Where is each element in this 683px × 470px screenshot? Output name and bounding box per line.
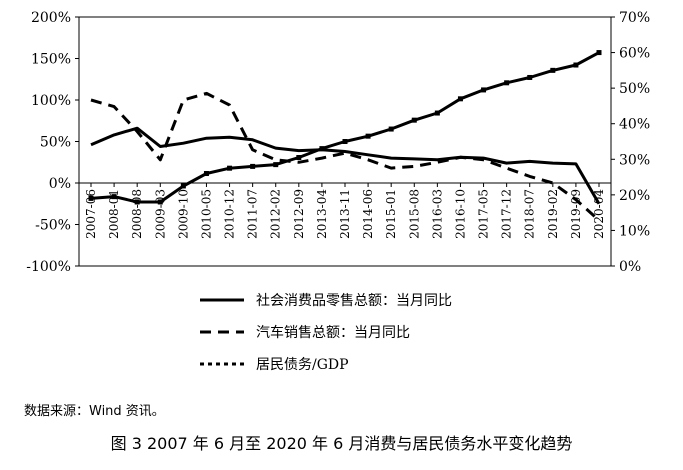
legend-label-3: 居民债务/GDP bbox=[256, 357, 349, 373]
series-3-point bbox=[250, 163, 256, 169]
x-tick-label: 2008-01 bbox=[107, 189, 121, 239]
axes: -100% -50% 0% 50% 100% 150% 200% 0% 10% 20% 30% 40%… bbox=[26, 10, 650, 275]
x-tick-label: 2019-02 bbox=[546, 189, 560, 239]
legend-swatch-marker bbox=[236, 362, 240, 366]
legend-label-2: 汽车销售总额：当月同比 bbox=[256, 324, 410, 341]
y-left-tick-label: 150% bbox=[31, 52, 71, 68]
series-3-point bbox=[273, 162, 279, 168]
x-tick-label: 2014-06 bbox=[361, 189, 375, 239]
y-left-tick-label: -100% bbox=[26, 259, 71, 275]
x-tick-label: 2018-07 bbox=[523, 189, 537, 239]
x-tick-label: 2020-04 bbox=[592, 189, 606, 239]
y-right-tick-label: 0% bbox=[619, 259, 641, 275]
series-3-point bbox=[388, 126, 394, 132]
series-3-point bbox=[88, 195, 94, 201]
legend-swatch-marker bbox=[212, 362, 216, 366]
series-3-point bbox=[319, 146, 325, 152]
x-tick-label: 2009-10 bbox=[176, 189, 190, 239]
x-tick-label: 2019-09 bbox=[569, 189, 583, 239]
series-3-point bbox=[457, 96, 463, 102]
x-tick-label: 2015-01 bbox=[384, 189, 398, 239]
series-3-point bbox=[434, 110, 440, 116]
x-tick-label: 2016-10 bbox=[453, 189, 467, 239]
series-3-point bbox=[411, 117, 417, 123]
x-tick-label: 2013-04 bbox=[315, 189, 329, 239]
series-3-point bbox=[203, 171, 209, 177]
x-tick-label: 2008-08 bbox=[130, 189, 144, 239]
series-3-point bbox=[365, 133, 371, 139]
y-left-tick-label: 100% bbox=[31, 93, 71, 109]
x-tick-label: 2017-05 bbox=[477, 189, 491, 239]
legend-swatch-marker bbox=[220, 362, 224, 366]
series-line-3 bbox=[90, 51, 600, 204]
y-right-tick-label: 70% bbox=[619, 10, 650, 26]
y-left-tick-label: 50% bbox=[40, 135, 71, 151]
x-tick-label: 2017-12 bbox=[500, 189, 514, 239]
legend-label-1: 社会消费品零售总额：当月同比 bbox=[256, 293, 452, 309]
figure-caption: 图 3 2007 年 6 月至 2020 年 6 月消费与居民债务水平变化趋势 bbox=[110, 434, 573, 453]
series-3-point bbox=[550, 67, 556, 73]
x-tick-label: 2007-06 bbox=[84, 189, 98, 239]
x-tick-label: 2010-05 bbox=[199, 189, 213, 239]
x-tick-label: 2012-09 bbox=[292, 189, 306, 239]
y-left-tick-label: 0% bbox=[49, 176, 71, 192]
legend-swatch-marker bbox=[228, 362, 232, 366]
series-3-point bbox=[180, 183, 186, 189]
series-line-2 bbox=[90, 91, 601, 222]
series-3-point bbox=[596, 50, 602, 56]
x-tick-label: 2015-08 bbox=[407, 189, 421, 239]
x-tick-label: 2010-12 bbox=[223, 189, 237, 239]
y-right-tick-label: 50% bbox=[619, 81, 650, 97]
series-3-point bbox=[504, 80, 510, 86]
source-note: 数据来源：Wind 资讯。 bbox=[24, 404, 165, 419]
x-tick-label: 2012-02 bbox=[269, 189, 283, 239]
y-right-tick-label: 30% bbox=[619, 152, 650, 168]
x-tick-label: 2013-11 bbox=[338, 189, 352, 239]
y-right-tick-label: 20% bbox=[619, 188, 650, 204]
y-left-tick-label: -50% bbox=[35, 218, 71, 234]
series-3-point bbox=[527, 74, 533, 80]
series-3-point bbox=[111, 194, 117, 200]
series-3-point bbox=[481, 87, 487, 93]
y-left-tick-label: 200% bbox=[31, 10, 71, 26]
series-line-1 bbox=[90, 126, 601, 205]
series-3-point bbox=[134, 199, 140, 205]
y-right-tick-label: 60% bbox=[619, 46, 650, 62]
series-3-point bbox=[227, 165, 233, 171]
y-right-tick-label: 40% bbox=[619, 117, 650, 133]
series-layer bbox=[88, 50, 602, 222]
x-tick-label: 2016-03 bbox=[430, 189, 444, 239]
series-3-point bbox=[157, 199, 163, 205]
y-right-tick-label: 10% bbox=[619, 223, 650, 239]
x-tick-label: 2011-07 bbox=[246, 189, 260, 239]
series-3-point bbox=[296, 155, 302, 161]
x-tick-label: 2009-03 bbox=[153, 189, 167, 239]
series-3-point bbox=[573, 62, 579, 68]
legend-swatch-marker bbox=[204, 362, 208, 366]
series-3-point bbox=[342, 139, 348, 144]
